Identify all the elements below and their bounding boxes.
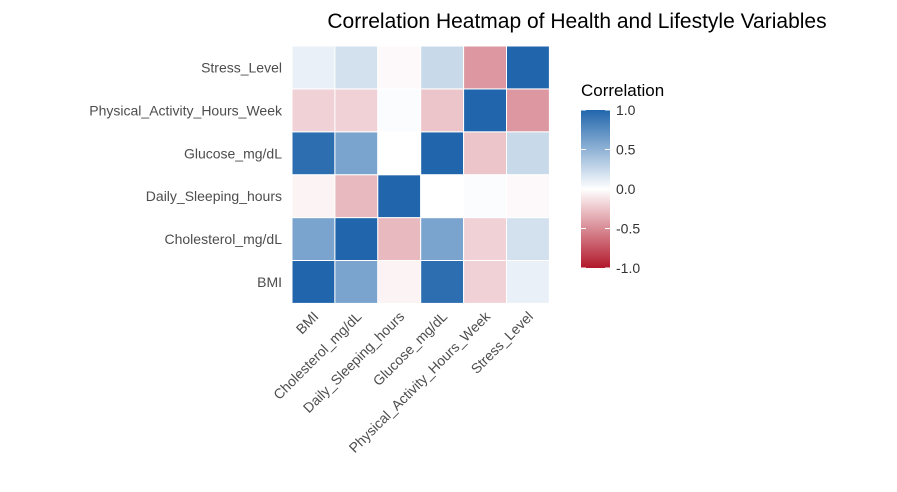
- heatmap-cell: [420, 217, 465, 262]
- heatmap-cell: [377, 131, 422, 176]
- y-tick-label: Stress_Level: [201, 59, 282, 75]
- heatmap-cell: [291, 260, 336, 304]
- legend-title: Correlation: [581, 81, 664, 100]
- heatmap-cell: [334, 260, 379, 304]
- heatmap-cell: [291, 174, 336, 219]
- heatmap-cell: [463, 217, 508, 262]
- y-axis-tick-labels: BMI Cholesterol_mg/dL Daily_Sleeping_hours…: [89, 59, 283, 290]
- heatmap-cell: [506, 260, 550, 304]
- heatmap-cell: [334, 45, 379, 90]
- heatmap-cell: [334, 88, 379, 133]
- y-tick-label: Daily_Sleeping_hours: [146, 188, 282, 204]
- heatmap-cell: [506, 45, 550, 90]
- legend-tick-label: 0.0: [616, 181, 636, 197]
- legend-tick-label: 0.5: [616, 142, 636, 158]
- chart-title: Correlation Heatmap of Health and Lifest…: [327, 10, 826, 33]
- heatmap-cell: [377, 88, 422, 133]
- heatmap-cell: [291, 131, 336, 176]
- y-tick-label: Cholesterol_mg/dL: [164, 231, 282, 247]
- legend-ticks: 1.0 0.5 0.0 -0.5 -1.0: [581, 102, 640, 276]
- heatmap-cells: [291, 45, 550, 304]
- legend-tick-label: -0.5: [616, 221, 640, 237]
- x-tick-label: Glucose_mg/dL: [370, 308, 451, 389]
- x-axis-tick-labels: BMICholesterol_mg/dLDaily_Sleeping_hours…: [270, 308, 536, 456]
- y-tick-label: BMI: [257, 274, 282, 290]
- legend: Correlation 1.0 0.5 0.0 -0.5 -1.0: [581, 81, 664, 276]
- heatmap-cell: [334, 131, 379, 176]
- heatmap-cell: [506, 88, 550, 133]
- heatmap-cell: [463, 260, 508, 304]
- heatmap-cell: [506, 217, 550, 262]
- heatmap-cell: [463, 88, 508, 133]
- heatmap-cell: [463, 131, 508, 176]
- heatmap-cell: [377, 260, 422, 304]
- heatmap-cell: [334, 174, 379, 219]
- heatmap-cell: [420, 45, 465, 90]
- heatmap-cell: [420, 260, 465, 304]
- heatmap-cell: [291, 217, 336, 262]
- heatmap-cell: [334, 217, 379, 262]
- heatmap-cell: [377, 174, 422, 219]
- heatmap-cell: [463, 174, 508, 219]
- legend-tick-label: -1.0: [616, 260, 640, 276]
- heatmap-cell: [506, 174, 550, 219]
- heatmap-cell: [420, 88, 465, 133]
- y-tick-label: Physical_Activity_Hours_Week: [89, 102, 283, 118]
- heatmap-cell: [291, 45, 336, 90]
- heatmap-cell: [291, 88, 336, 133]
- y-tick-label: Glucose_mg/dL: [184, 145, 282, 161]
- heatmap-cell: [377, 217, 422, 262]
- heatmap-cell: [420, 131, 465, 176]
- heatmap-cell: [420, 174, 465, 219]
- heatmap-cell: [377, 45, 422, 90]
- heatmap-cell: [463, 45, 508, 90]
- x-tick-label: BMI: [293, 308, 322, 337]
- heatmap-cell: [506, 131, 550, 176]
- legend-tick-label: 1.0: [616, 102, 636, 118]
